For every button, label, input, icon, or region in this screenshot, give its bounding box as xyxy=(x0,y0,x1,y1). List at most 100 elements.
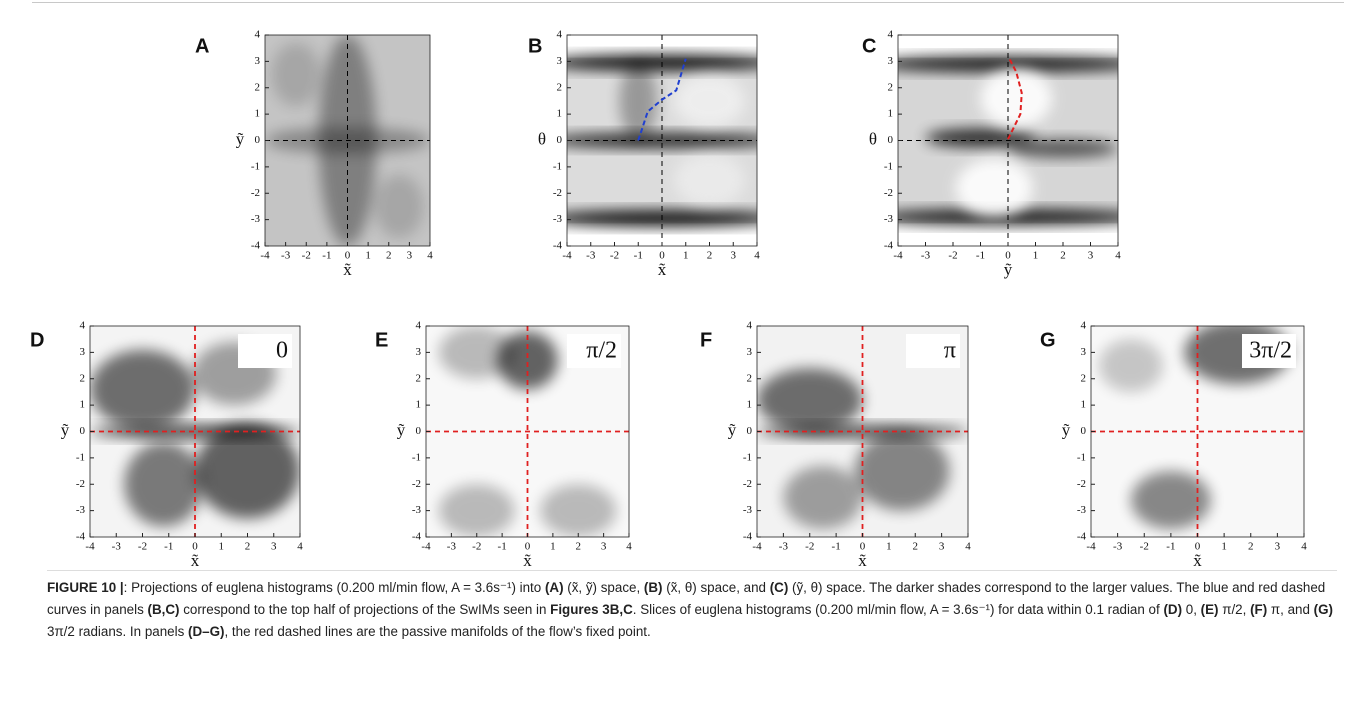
y-axis-label: θ xyxy=(538,129,546,148)
density-blob xyxy=(925,128,1036,148)
x-axis-label: x̃ xyxy=(343,260,352,279)
y-tick-label: 2 xyxy=(416,372,422,384)
caption-text: (x̃, ỹ) space, xyxy=(563,580,644,595)
caption-label: FIGURE 10 | xyxy=(47,580,124,595)
x-tick-label: -4 xyxy=(1086,541,1096,553)
x-tick-label: -2 xyxy=(610,250,619,262)
y-tick-label: 2 xyxy=(557,81,563,93)
panel-letter: D xyxy=(30,329,44,351)
density-blob xyxy=(757,424,968,439)
x-tick-label: -2 xyxy=(805,541,814,553)
y-tick-label: 3 xyxy=(80,346,86,358)
y-tick-label: 2 xyxy=(747,372,753,384)
caption-text: : Projections of euglena histograms (0.2… xyxy=(123,580,545,595)
x-tick-label: 1 xyxy=(1033,250,1039,262)
x-tick-label: 2 xyxy=(245,541,251,553)
x-tick-label: 0 xyxy=(1195,541,1201,553)
density-blob xyxy=(1130,471,1211,530)
x-tick-label: -1 xyxy=(976,250,985,262)
x-tick-label: -2 xyxy=(472,541,481,553)
x-tick-label: 4 xyxy=(754,250,760,262)
y-tick-label: 3 xyxy=(888,55,894,67)
y-tick-label: -4 xyxy=(743,531,753,543)
y-tick-label: 2 xyxy=(80,372,86,384)
y-tick-label: 4 xyxy=(888,29,894,41)
y-axis-label: ỹ xyxy=(397,420,406,439)
y-tick-label: 4 xyxy=(80,320,86,332)
x-tick-label: 2 xyxy=(913,541,919,553)
x-tick-label: 2 xyxy=(386,250,392,262)
inset-label: 0 xyxy=(276,338,288,364)
x-tick-label: -1 xyxy=(164,541,173,553)
y-tick-label: 4 xyxy=(255,29,261,41)
density-blob xyxy=(980,69,1052,128)
panel-letter: G xyxy=(1040,329,1056,351)
caption-text: 0, xyxy=(1182,602,1201,617)
caption-text: (D) xyxy=(1163,602,1183,617)
panel: -4 -3 -2 -1 0 1 2 3 4 -4 -3 -2 -1 0 1 2 3 4 x̃ θ B xyxy=(528,29,760,279)
y-tick-label: -1 xyxy=(1077,451,1086,463)
caption-text: π/2, xyxy=(1218,602,1251,617)
y-tick-label: -4 xyxy=(1077,531,1087,543)
y-tick-label: 3 xyxy=(416,346,422,358)
x-tick-label: -3 xyxy=(447,541,457,553)
y-tick-label: -2 xyxy=(76,478,85,490)
y-tick-label: 2 xyxy=(888,81,894,93)
y-tick-label: -2 xyxy=(743,478,752,490)
caption-text: π, and xyxy=(1267,602,1314,617)
figure-frame xyxy=(32,2,1344,703)
y-tick-label: 4 xyxy=(557,29,563,41)
density-image xyxy=(567,35,757,246)
y-tick-label: 1 xyxy=(557,108,563,120)
caption-text: (B,C) xyxy=(147,602,180,617)
x-tick-label: 4 xyxy=(626,541,632,553)
caption-text: (G) xyxy=(1313,602,1333,617)
density-blob xyxy=(673,74,746,128)
y-tick-label: 0 xyxy=(888,134,894,146)
y-tick-label: -2 xyxy=(884,187,893,199)
y-tick-label: 3 xyxy=(557,55,563,67)
caption-text: correspond to the top half of projection… xyxy=(179,602,551,617)
panel-letter: B xyxy=(528,35,542,57)
y-axis-label: θ xyxy=(869,129,877,148)
density-blob xyxy=(955,158,1033,217)
x-axis-label: x̃ xyxy=(1193,551,1202,570)
y-tick-label: -4 xyxy=(884,240,894,252)
y-tick-label: -3 xyxy=(884,213,894,225)
x-tick-label: -4 xyxy=(893,250,903,262)
panel: -4 -3 -2 -1 0 1 2 3 4 -4 -3 -2 -1 0 1 2 3 4 x̃ ỹ E π/2 xyxy=(375,320,632,570)
y-axis-label: ỹ xyxy=(728,420,737,439)
x-tick-label: 4 xyxy=(1301,541,1307,553)
x-tick-label: -3 xyxy=(586,250,596,262)
y-tick-label: -2 xyxy=(1077,478,1086,490)
x-tick-label: 0 xyxy=(1005,250,1011,262)
y-tick-label: -1 xyxy=(251,160,260,172)
x-tick-label: 1 xyxy=(1221,541,1227,553)
y-tick-label: -3 xyxy=(251,213,261,225)
y-tick-label: 4 xyxy=(416,320,422,332)
y-tick-label: -2 xyxy=(251,187,260,199)
y-tick-label: -1 xyxy=(743,451,752,463)
y-tick-label: 0 xyxy=(255,134,261,146)
caption-text: (x̃, θ) space, and xyxy=(662,580,770,595)
x-tick-label: 3 xyxy=(601,541,607,553)
y-tick-label: -1 xyxy=(884,160,893,172)
caption-text: 3π/2 radians. In panels xyxy=(47,624,189,639)
panel: -4 -3 -2 -1 0 1 2 3 4 -4 -3 -2 -1 0 1 2 3 4 x̃ ỹ A xyxy=(195,29,433,279)
x-tick-label: 1 xyxy=(550,541,556,553)
y-tick-label: 1 xyxy=(80,399,86,411)
x-tick-label: 0 xyxy=(525,541,531,553)
x-tick-label: 1 xyxy=(683,250,689,262)
y-tick-label: -4 xyxy=(553,240,563,252)
panel-letter: A xyxy=(195,35,209,57)
x-tick-label: 0 xyxy=(860,541,866,553)
density-blob xyxy=(124,442,203,527)
caption-text: (C) xyxy=(769,580,789,595)
y-tick-label: 0 xyxy=(747,425,753,437)
x-tick-label: 3 xyxy=(939,541,945,553)
x-tick-label: 1 xyxy=(886,541,892,553)
caption-text: , the red dashed lines are the passive m… xyxy=(224,624,651,639)
y-tick-label: -1 xyxy=(412,451,421,463)
caption-text: (A) xyxy=(544,580,564,595)
y-tick-label: -1 xyxy=(553,160,562,172)
